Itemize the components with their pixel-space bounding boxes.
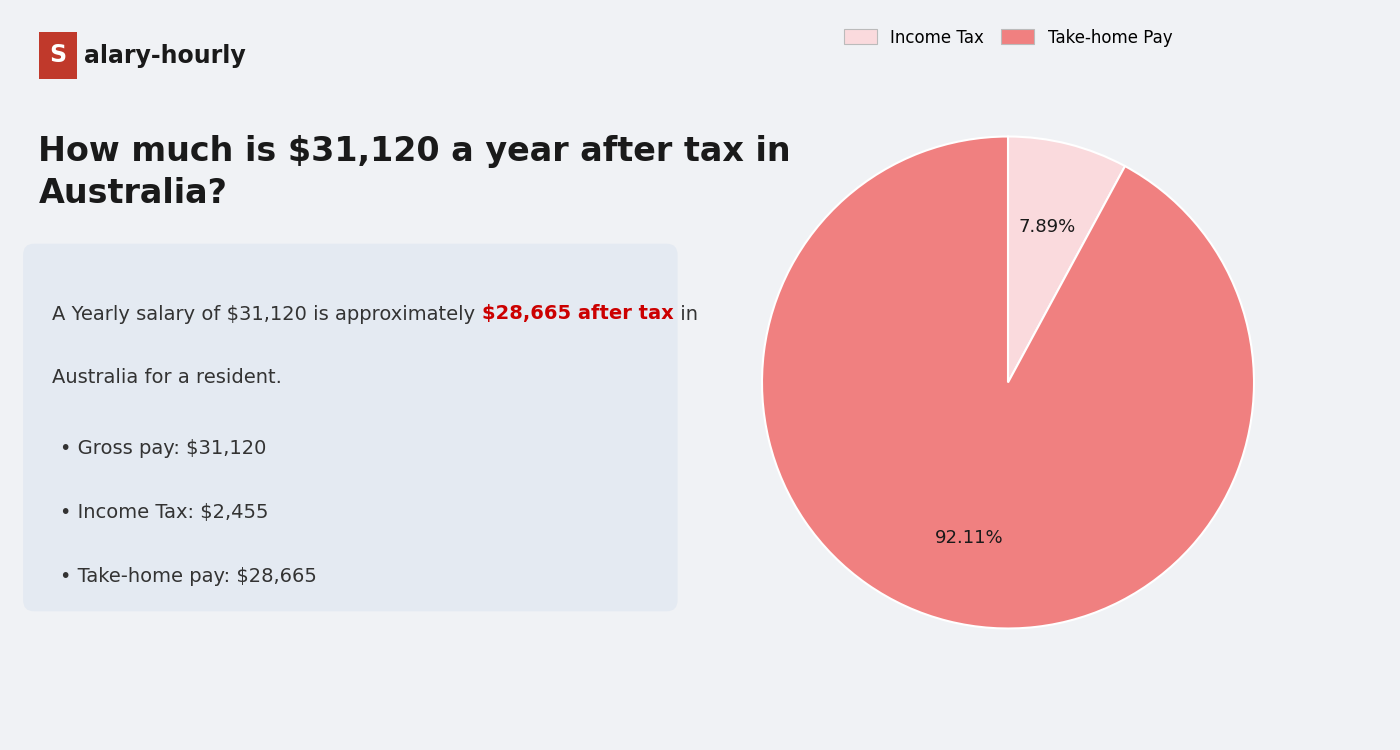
FancyBboxPatch shape: [22, 244, 678, 611]
Text: • Income Tax: $2,455: • Income Tax: $2,455: [59, 503, 267, 522]
Text: A Yearly salary of $31,120 is approximately: A Yearly salary of $31,120 is approximat…: [53, 304, 482, 323]
Text: in: in: [673, 304, 697, 323]
Wedge shape: [762, 136, 1254, 628]
Text: • Gross pay: $31,120: • Gross pay: $31,120: [59, 440, 266, 458]
Text: • Take-home pay: $28,665: • Take-home pay: $28,665: [59, 567, 316, 586]
Legend: Income Tax, Take-home Pay: Income Tax, Take-home Pay: [837, 22, 1179, 53]
FancyBboxPatch shape: [39, 32, 77, 79]
Text: S: S: [49, 44, 66, 68]
Text: $28,665 after tax: $28,665 after tax: [482, 304, 673, 323]
Wedge shape: [1008, 136, 1126, 382]
Text: 92.11%: 92.11%: [934, 529, 1002, 547]
Text: How much is $31,120 a year after tax in
Australia?: How much is $31,120 a year after tax in …: [39, 135, 791, 210]
Text: Australia for a resident.: Australia for a resident.: [53, 368, 283, 387]
Text: 7.89%: 7.89%: [1019, 218, 1075, 236]
Text: alary-hourly: alary-hourly: [84, 44, 246, 68]
